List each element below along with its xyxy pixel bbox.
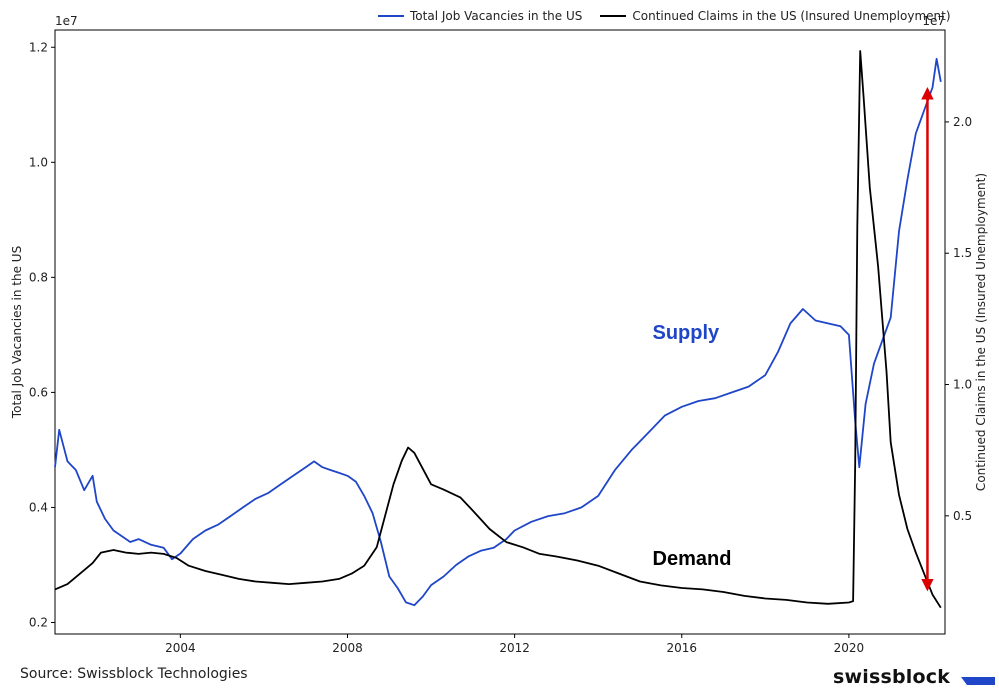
right-tick-label: 1.5 bbox=[953, 246, 972, 260]
annotation-demand: Demand bbox=[653, 548, 732, 570]
brand-mark-icon bbox=[961, 677, 995, 685]
left-tick-label: 1.2 bbox=[29, 40, 48, 54]
left-axis-scale: 1e7 bbox=[55, 14, 78, 28]
left-tick-label: 1.0 bbox=[29, 155, 48, 169]
x-tick-label: 2004 bbox=[165, 641, 196, 655]
annotation-supply: Supply bbox=[653, 322, 721, 344]
left-tick-label: 0.4 bbox=[29, 500, 48, 514]
left-tick-label: 0.6 bbox=[29, 385, 48, 399]
legend: Total Job Vacancies in the US Continued … bbox=[378, 9, 963, 23]
legend-item-vacancies: Total Job Vacancies in the US bbox=[378, 9, 582, 23]
right-tick-label: 1.0 bbox=[953, 378, 972, 392]
left-tick-label: 0.2 bbox=[29, 615, 48, 629]
legend-item-claims: Continued Claims in the US (Insured Unem… bbox=[600, 9, 951, 23]
source-text: Source: Swissblock Technologies bbox=[20, 666, 248, 682]
x-tick-label: 2008 bbox=[332, 641, 363, 655]
series-line-vacancies bbox=[54, 57, 942, 607]
legend-label-claims: Continued Claims in the US (Insured Unem… bbox=[632, 9, 951, 23]
legend-swatch-vacancies bbox=[378, 15, 404, 17]
right-tick-label: 0.5 bbox=[953, 509, 972, 523]
legend-swatch-claims bbox=[600, 15, 627, 17]
brand-logo-text: swissblock bbox=[833, 666, 951, 688]
series-line-claims bbox=[54, 50, 942, 609]
x-tick-label: 2012 bbox=[499, 641, 530, 655]
left-axis-label: Total Job Vacancies in the US bbox=[10, 246, 24, 419]
right-tick-label: 2.0 bbox=[953, 115, 972, 129]
x-tick-label: 2020 bbox=[834, 641, 865, 655]
x-tick-label: 2016 bbox=[666, 641, 697, 655]
right-axis-label: Continued Claims in the US (Insured Unem… bbox=[974, 173, 988, 491]
left-tick-label: 0.8 bbox=[29, 270, 48, 284]
right-axis-scale: 1e7 bbox=[922, 14, 945, 28]
legend-label-vacancies: Total Job Vacancies in the US bbox=[410, 9, 583, 23]
plot-frame bbox=[54, 29, 946, 635]
